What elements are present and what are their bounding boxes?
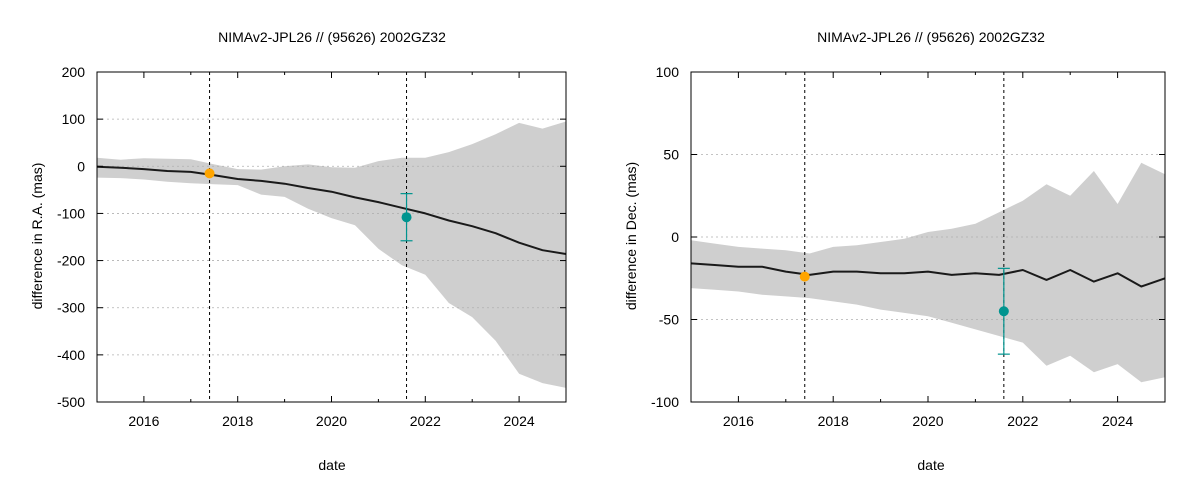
observation-point [204, 168, 215, 179]
chart-title: NIMAv2-JPL26 // (95626) 2002GZ32 [218, 29, 446, 45]
x-tick-label: 2018 [222, 413, 253, 429]
dec-difference-chart: NIMAv2-JPL26 // (95626) 2002GZ32 date di… [623, 29, 1166, 473]
x-axis-label: date [917, 457, 944, 473]
ra-difference-chart: NIMAv2-JPL26 // (95626) 2002GZ32 date di… [29, 29, 567, 473]
x-axis-label: date [318, 457, 345, 473]
y-tick-label: -300 [57, 300, 85, 316]
y-tick-label: -400 [57, 347, 85, 363]
y-tick-label: 200 [62, 64, 86, 80]
x-tick-label: 2020 [316, 413, 347, 429]
chart-title: NIMAv2-JPL26 // (95626) 2002GZ32 [817, 29, 1045, 45]
y-tick-label: 50 [663, 147, 679, 163]
plot-area [97, 72, 566, 402]
y-tick-label: -100 [651, 394, 679, 410]
y-tick-label: -500 [57, 394, 85, 410]
x-tick-label: 2022 [410, 413, 441, 429]
observation-point [998, 306, 1009, 317]
observation-point [799, 271, 810, 282]
nominal-line [691, 262, 1165, 288]
y-tick-label: -50 [659, 312, 679, 328]
x-tick-label: 2024 [1102, 413, 1133, 429]
y-tick-label: 0 [77, 158, 85, 174]
x-tick-label: 2022 [1007, 413, 1038, 429]
y-tick-label: 0 [671, 229, 679, 245]
x-tick-label: 2020 [912, 413, 943, 429]
x-tick-label: 2016 [128, 413, 159, 429]
y-tick-label: -100 [57, 205, 85, 221]
y-tick-label: -200 [57, 253, 85, 269]
y-axis-label: difference in Dec. (mas) [623, 162, 639, 310]
x-tick-label: 2016 [723, 413, 754, 429]
y-axis-label: difference in R.A. (mas) [29, 163, 45, 310]
observation-point [401, 212, 412, 223]
y-tick-label: 100 [62, 111, 86, 127]
uncertainty-band [97, 121, 566, 388]
x-tick-label: 2018 [818, 413, 849, 429]
nominal-line [97, 165, 566, 255]
y-tick-label: 100 [656, 64, 680, 80]
plot-area [691, 72, 1165, 402]
x-tick-label: 2024 [504, 413, 535, 429]
